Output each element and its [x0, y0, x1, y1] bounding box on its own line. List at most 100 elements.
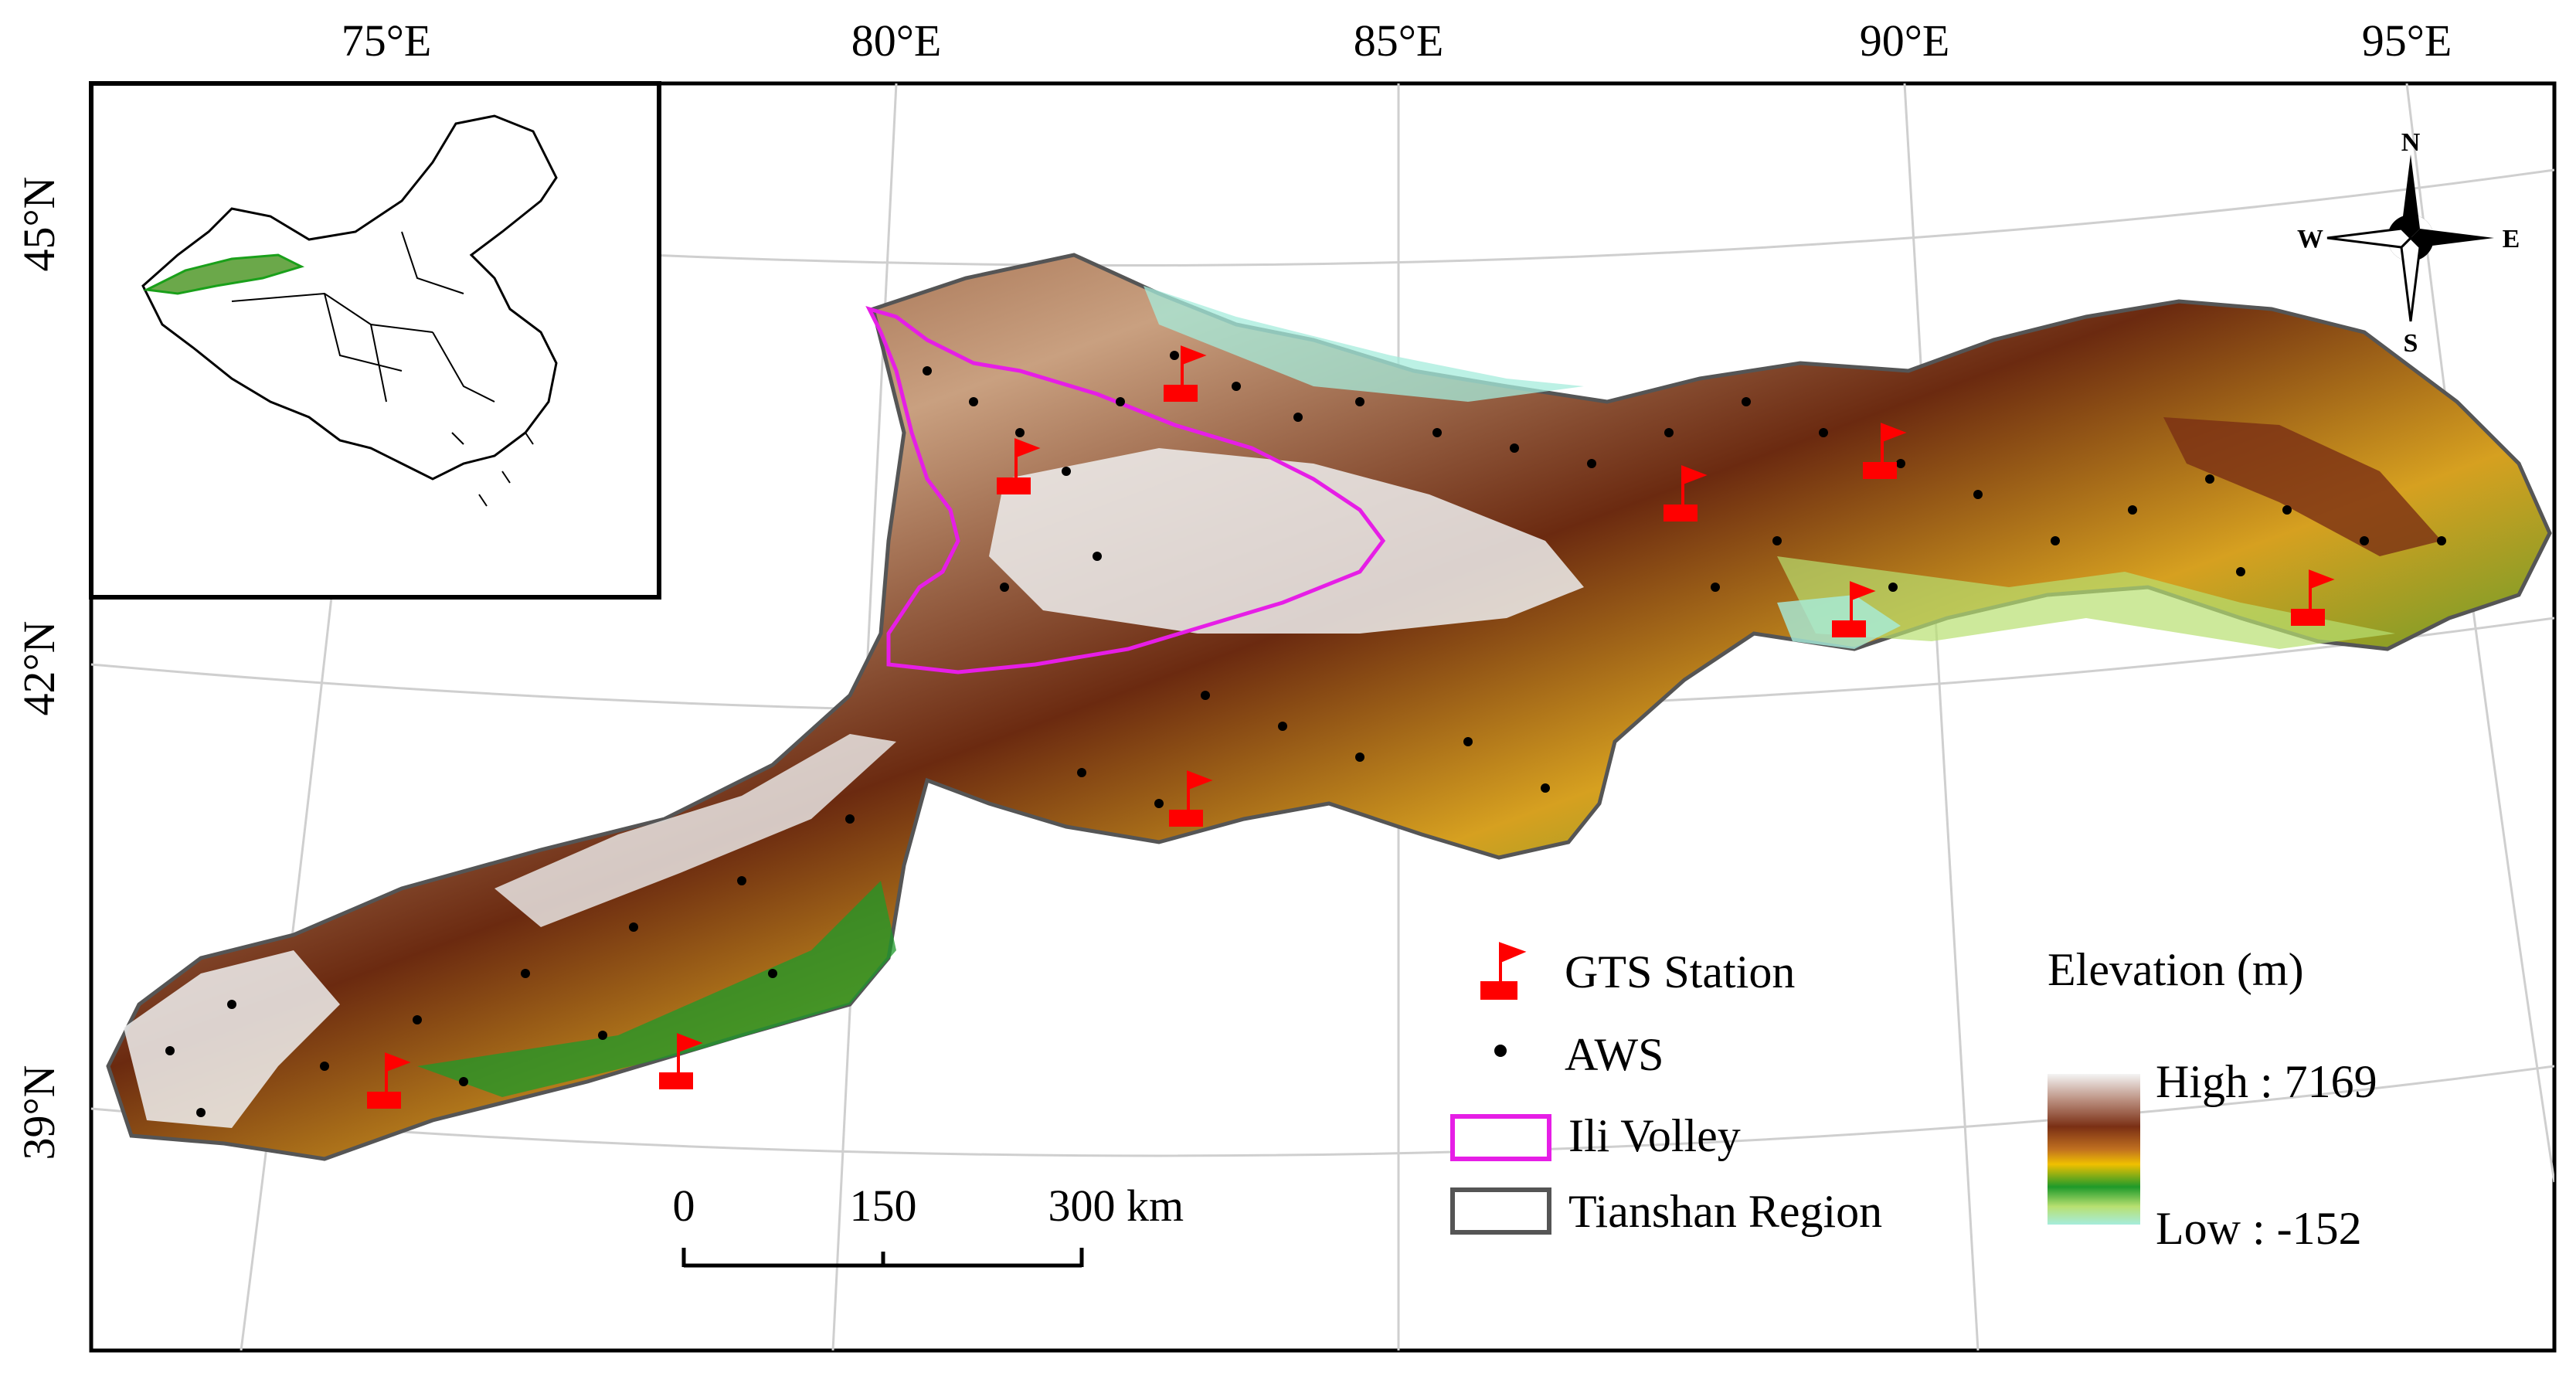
scale-tick-300: 300 — [1048, 1181, 1116, 1231]
aws-point — [768, 969, 777, 978]
label-85e: 85°E — [1354, 15, 1444, 66]
label-95e: 95°E — [2362, 15, 2452, 66]
gts-station — [1664, 465, 1708, 522]
legend-region-label: Tianshan Region — [1568, 1186, 1882, 1237]
elevation-ramp — [2048, 1074, 2140, 1225]
inset-internal-borders — [231, 231, 495, 403]
aws-point — [845, 814, 855, 824]
ili-volley-outline — [865, 306, 1386, 674]
label-90e: 90°E — [1860, 15, 1950, 66]
aws-point — [1154, 799, 1164, 808]
meridian-95e — [2405, 83, 2554, 1183]
aws-point — [2437, 536, 2446, 545]
aws-point — [1093, 552, 1102, 561]
elevation-high-label: High : 7169 — [2156, 1056, 2377, 1107]
aws-point — [1510, 443, 1519, 453]
high-peaks-central — [989, 448, 1584, 634]
compass-south: S — [2404, 329, 2418, 358]
scale-bar: 0 150 300 km — [673, 1181, 1184, 1268]
label-75e: 75°E — [342, 15, 432, 66]
gts-station — [1863, 423, 1907, 479]
lowland-south — [417, 881, 896, 1097]
aws-point — [737, 876, 746, 885]
scale-tick-150: 150 — [850, 1181, 917, 1231]
aws-point — [320, 1062, 329, 1071]
aws-point — [1973, 490, 1983, 499]
elevation-legend: Elevation (m) High : 7169 Low : -152 — [2048, 944, 2377, 1254]
china-outline — [141, 114, 558, 481]
aws-point — [2282, 505, 2292, 515]
gts-station — [1832, 581, 1876, 637]
high-peaks-ridge — [494, 734, 896, 927]
gts-station — [367, 1052, 411, 1109]
aws-points — [165, 351, 2446, 1117]
scale-unit: km — [1127, 1181, 1184, 1231]
aws-point — [2236, 567, 2245, 576]
aws-point — [1062, 467, 1071, 476]
aws-point — [598, 1031, 607, 1040]
label-45n: 45°N — [14, 176, 64, 271]
lowland-north — [1144, 286, 1584, 402]
tianshan-region-shape — [106, 253, 2552, 1161]
legend-gts-symbol — [1480, 942, 1527, 1000]
aws-point — [1232, 382, 1241, 391]
elevation-title: Elevation (m) — [2048, 944, 2304, 995]
aws-point — [1711, 583, 1720, 592]
compass-east: E — [2503, 225, 2520, 253]
label-39n: 39°N — [14, 1065, 64, 1160]
gts-station — [1164, 345, 1207, 402]
aws-point — [1355, 397, 1364, 406]
aws-point — [1896, 459, 1905, 468]
inset-frame — [89, 81, 661, 600]
aws-point — [1664, 428, 1674, 437]
aws-point — [1742, 397, 1751, 406]
gts-station — [659, 1033, 703, 1089]
latitude-labels: 45°N 42°N 39°N — [14, 176, 64, 1160]
legend: GTS Station AWS Ili Volley Tianshan Regi… — [1450, 942, 1882, 1237]
gts-station — [997, 438, 1041, 494]
meridian-90e — [1903, 83, 1980, 1351]
longitude-labels: 75°E 80°E 85°E 90°E 95°E — [342, 15, 2452, 66]
scale-tick-0: 0 — [673, 1181, 695, 1231]
tianshan-region — [106, 253, 2552, 1161]
aws-point — [2205, 474, 2214, 484]
compass-north: N — [2401, 128, 2421, 157]
aws-point — [413, 1015, 422, 1024]
aws-point — [2128, 505, 2137, 515]
aws-point — [1463, 737, 1473, 746]
aws-point — [1278, 722, 1287, 731]
aws-point — [969, 397, 978, 406]
legend-ili-symbol — [1450, 1114, 1551, 1161]
label-80e: 80°E — [851, 15, 942, 66]
aws-point — [1077, 768, 1086, 777]
inset-map — [89, 81, 661, 600]
high-peaks-west — [124, 950, 340, 1128]
gts-stations — [367, 345, 2335, 1109]
aws-point — [1587, 459, 1596, 468]
aws-point — [2051, 536, 2060, 545]
ridge-east — [2163, 417, 2442, 556]
compass-west: W — [2297, 225, 2323, 253]
legend-ili-label: Ili Volley — [1568, 1110, 1741, 1161]
aws-point — [2360, 536, 2369, 545]
aws-point — [1888, 583, 1898, 592]
aws-point — [629, 922, 638, 932]
aws-point — [227, 1000, 236, 1009]
aws-point — [1015, 428, 1025, 437]
aws-point — [1201, 691, 1210, 700]
aws-point — [521, 969, 530, 978]
aws-point — [923, 366, 932, 375]
compass-rose: N S W E — [2297, 128, 2520, 358]
legend-aws-label: AWS — [1565, 1029, 1664, 1080]
aws-point — [1293, 413, 1303, 422]
inset-tianshan-highlight — [142, 253, 305, 295]
aws-point — [1772, 536, 1782, 545]
inset-islands — [451, 432, 534, 507]
aws-point — [1432, 428, 1442, 437]
label-42n: 42°N — [14, 620, 64, 715]
gts-station — [1169, 770, 1213, 827]
legend-region-symbol — [1450, 1187, 1551, 1235]
aws-point — [196, 1108, 206, 1117]
aws-point — [1819, 428, 1828, 437]
